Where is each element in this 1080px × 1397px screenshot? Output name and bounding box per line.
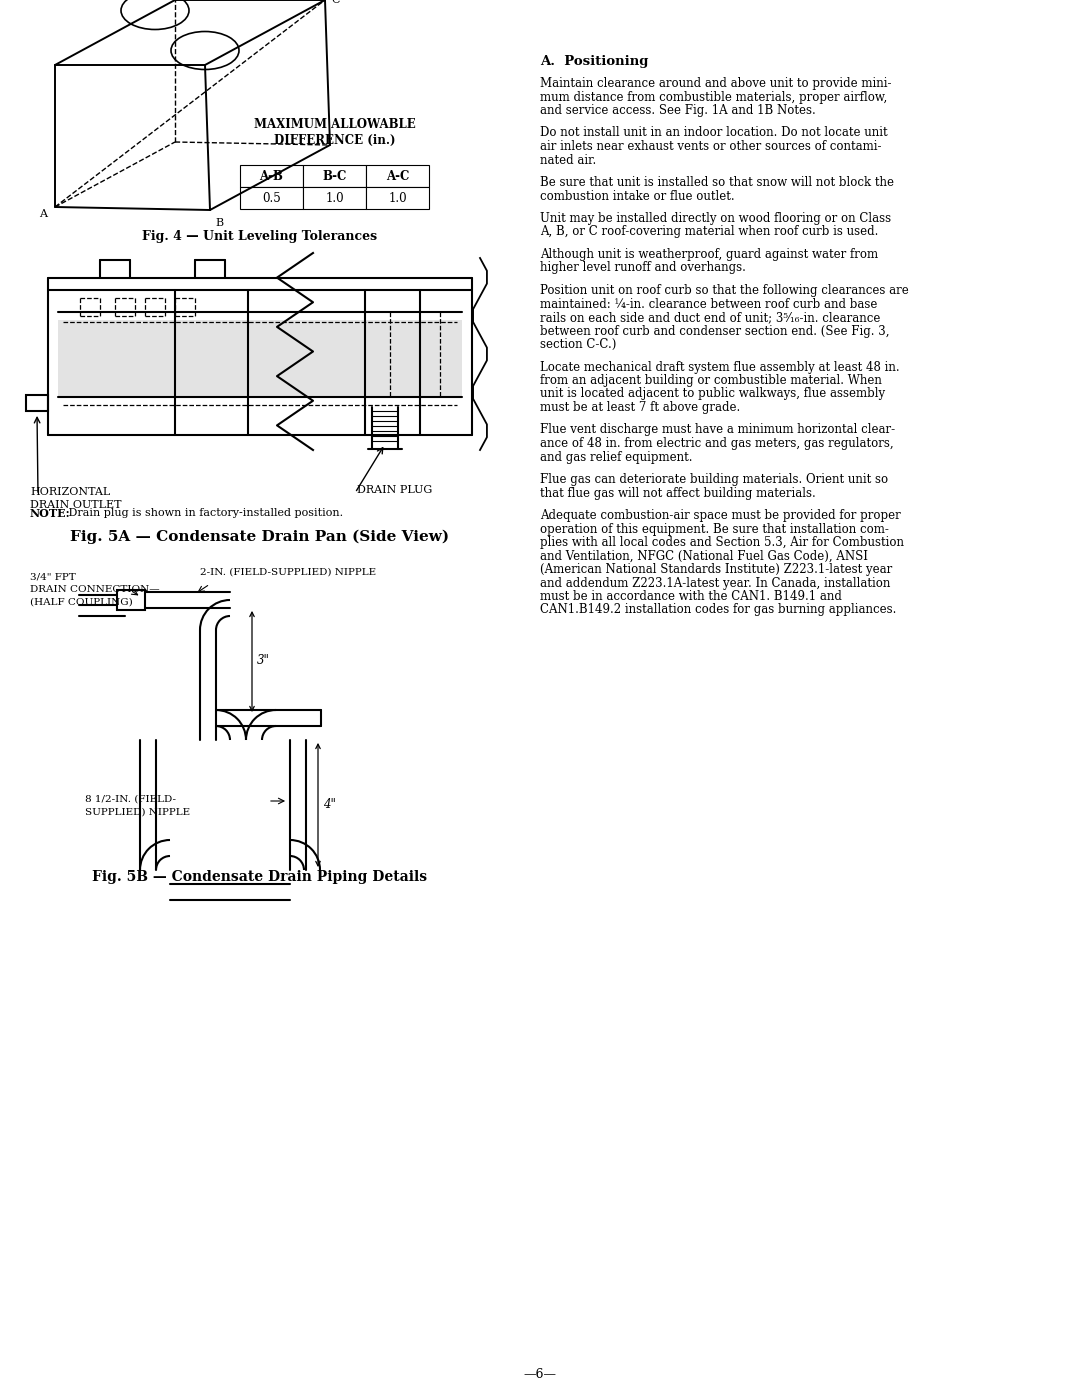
Bar bbox=[366, 187, 429, 210]
Text: ance of 48 in. from electric and gas meters, gas regulators,: ance of 48 in. from electric and gas met… bbox=[540, 437, 893, 450]
Text: Locate mechanical draft system flue assembly at least 48 in.: Locate mechanical draft system flue asse… bbox=[540, 360, 900, 373]
Text: DRAIN PLUG: DRAIN PLUG bbox=[357, 485, 432, 495]
Text: (American National Standards Institute) Z223.1-latest year: (American National Standards Institute) … bbox=[540, 563, 892, 576]
Text: A: A bbox=[39, 210, 48, 219]
Text: and gas relief equipment.: and gas relief equipment. bbox=[540, 450, 692, 464]
Bar bbox=[303, 165, 366, 187]
Text: 3/4" FPT: 3/4" FPT bbox=[30, 571, 76, 581]
Text: and service access. See Fig. 1A and 1B Notes.: and service access. See Fig. 1A and 1B N… bbox=[540, 103, 815, 117]
Text: unit is located adjacent to public walkways, flue assembly: unit is located adjacent to public walkw… bbox=[540, 387, 886, 401]
Bar bbox=[303, 187, 366, 210]
Bar bbox=[26, 395, 48, 411]
Text: 0.5: 0.5 bbox=[262, 191, 281, 204]
Text: Fig. 5A — Condensate Drain Pan (Side View): Fig. 5A — Condensate Drain Pan (Side Vie… bbox=[70, 529, 449, 545]
Text: Fig. 5B — Condensate Drain Piping Details: Fig. 5B — Condensate Drain Piping Detail… bbox=[93, 870, 428, 884]
Text: Flue vent discharge must have a minimum horizontal clear-: Flue vent discharge must have a minimum … bbox=[540, 423, 895, 436]
Text: Maintain clearance around and above unit to provide mini-: Maintain clearance around and above unit… bbox=[540, 77, 891, 89]
Text: and Ventilation, NFGC (National Fuel Gas Code), ANSI: and Ventilation, NFGC (National Fuel Gas… bbox=[540, 549, 868, 563]
Text: —6—: —6— bbox=[524, 1368, 556, 1382]
Text: must be at least 7 ft above grade.: must be at least 7 ft above grade. bbox=[540, 401, 740, 414]
Text: rails on each side and duct end of unit; 3⁵⁄₁₆-in. clearance: rails on each side and duct end of unit;… bbox=[540, 312, 880, 324]
Text: Fig. 4 — Unit Leveling Tolerances: Fig. 4 — Unit Leveling Tolerances bbox=[143, 231, 378, 243]
Text: between roof curb and condenser section end. (See Fig. 3,: between roof curb and condenser section … bbox=[540, 324, 890, 338]
Text: C: C bbox=[330, 0, 339, 6]
Text: higher level runoff and overhangs.: higher level runoff and overhangs. bbox=[540, 261, 746, 274]
Text: HORIZONTAL: HORIZONTAL bbox=[30, 488, 110, 497]
Bar bbox=[117, 590, 145, 610]
Text: 1.0: 1.0 bbox=[388, 191, 407, 204]
Bar bbox=[58, 320, 462, 397]
Text: SUPPLIED) NIPPLE: SUPPLIED) NIPPLE bbox=[85, 807, 190, 817]
Text: air inlets near exhaust vents or other sources of contami-: air inlets near exhaust vents or other s… bbox=[540, 140, 881, 154]
Text: A, B, or C roof-covering material when roof curb is used.: A, B, or C roof-covering material when r… bbox=[540, 225, 878, 239]
Text: CAN1.B149.2 installation codes for gas burning appliances.: CAN1.B149.2 installation codes for gas b… bbox=[540, 604, 896, 616]
Text: DRAIN CONNECTION—: DRAIN CONNECTION— bbox=[30, 585, 160, 594]
Text: Although unit is weatherproof, guard against water from: Although unit is weatherproof, guard aga… bbox=[540, 249, 878, 261]
Text: DRAIN OUTLET: DRAIN OUTLET bbox=[30, 500, 121, 510]
Text: Flue gas can deteriorate building materials. Orient unit so: Flue gas can deteriorate building materi… bbox=[540, 474, 888, 486]
Text: that flue gas will not affect building materials.: that flue gas will not affect building m… bbox=[540, 486, 815, 500]
Text: B: B bbox=[215, 218, 224, 228]
Text: operation of this equipment. Be sure that installation com-: operation of this equipment. Be sure tha… bbox=[540, 522, 889, 535]
Text: A-B: A-B bbox=[259, 169, 283, 183]
Bar bbox=[366, 165, 429, 187]
Text: B-C: B-C bbox=[322, 169, 347, 183]
Text: plies with all local codes and Section 5.3, Air for Combustion: plies with all local codes and Section 5… bbox=[540, 536, 904, 549]
Text: 2-IN. (FIELD-SUPPLIED) NIPPLE: 2-IN. (FIELD-SUPPLIED) NIPPLE bbox=[200, 569, 376, 577]
Text: Do not install unit in an indoor location. Do not locate unit: Do not install unit in an indoor locatio… bbox=[540, 127, 888, 140]
Text: combustion intake or flue outlet.: combustion intake or flue outlet. bbox=[540, 190, 734, 203]
Text: 1.0: 1.0 bbox=[325, 191, 343, 204]
Text: Drain plug is shown in factory-installed position.: Drain plug is shown in factory-installed… bbox=[65, 509, 343, 518]
Text: A.  Positioning: A. Positioning bbox=[540, 54, 648, 68]
Text: Be sure that unit is installed so that snow will not block the: Be sure that unit is installed so that s… bbox=[540, 176, 894, 189]
Text: (HALF COUPLING): (HALF COUPLING) bbox=[30, 598, 133, 608]
Text: DIFFERENCE (in.): DIFFERENCE (in.) bbox=[274, 134, 395, 147]
Text: maintained: ¼-in. clearance between roof curb and base: maintained: ¼-in. clearance between roof… bbox=[540, 298, 877, 310]
Text: 8 1/2-IN. (FIELD-: 8 1/2-IN. (FIELD- bbox=[85, 795, 176, 805]
Text: NOTE:: NOTE: bbox=[30, 509, 70, 520]
Text: Unit may be installed directly on wood flooring or on Class: Unit may be installed directly on wood f… bbox=[540, 212, 891, 225]
Text: 3": 3" bbox=[257, 655, 270, 668]
Text: Position unit on roof curb so that the following clearances are: Position unit on roof curb so that the f… bbox=[540, 284, 908, 298]
Text: A-C: A-C bbox=[386, 169, 409, 183]
Text: Adequate combustion-air space must be provided for proper: Adequate combustion-air space must be pr… bbox=[540, 509, 901, 522]
Text: MAXIMUM ALLOWABLE: MAXIMUM ALLOWABLE bbox=[254, 117, 416, 131]
Text: nated air.: nated air. bbox=[540, 154, 596, 166]
Text: 4": 4" bbox=[323, 799, 336, 812]
Text: from an adjacent building or combustible material. When: from an adjacent building or combustible… bbox=[540, 374, 882, 387]
Text: must be in accordance with the CAN1. B149.1 and: must be in accordance with the CAN1. B14… bbox=[540, 590, 842, 604]
Text: and addendum Z223.1A-latest year. In Canada, installation: and addendum Z223.1A-latest year. In Can… bbox=[540, 577, 890, 590]
Bar bbox=[240, 165, 303, 187]
Text: mum distance from combustible materials, proper airflow,: mum distance from combustible materials,… bbox=[540, 91, 888, 103]
Bar bbox=[240, 187, 303, 210]
Text: section C-C.): section C-C.) bbox=[540, 338, 617, 351]
